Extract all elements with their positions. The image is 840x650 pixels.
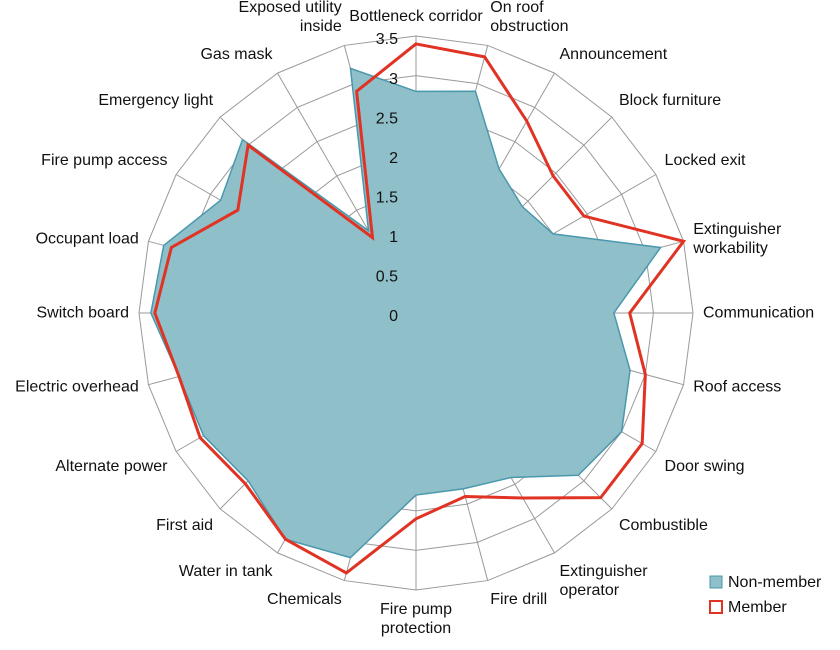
category-label: On roof obstruction <box>490 0 569 35</box>
r-tick-label: 1.5 <box>376 190 398 207</box>
r-tick-label: 0.5 <box>376 269 398 286</box>
category-label: Announcement <box>559 46 668 64</box>
category-label: Door swing <box>664 457 745 475</box>
category-label: First aid <box>156 516 214 534</box>
r-tick-label: 0 <box>389 308 398 325</box>
series-area <box>150 67 662 559</box>
category-label: Switch board <box>36 304 130 322</box>
category-label: Locked exit <box>664 151 746 169</box>
category-label: Communication <box>703 304 815 322</box>
category-label: Block furniture <box>618 92 722 110</box>
legend-label: Non-member <box>728 574 822 591</box>
series-area <box>153 42 687 575</box>
category-label: Fire pump protection <box>379 601 453 637</box>
category-label: Alternate power <box>55 457 168 475</box>
r-tick-label: 2.5 <box>376 110 398 127</box>
r-tick-label: 1 <box>389 229 398 246</box>
category-label: Extinguisher workability <box>693 220 782 257</box>
category-label: Roof access <box>693 378 782 396</box>
category-label: Extinguisher operator <box>559 562 648 599</box>
category-label: Fire drill <box>490 591 548 609</box>
category-label: Gas mask <box>200 46 273 64</box>
r-tick-label: 3 <box>389 71 398 88</box>
category-label: Combustible <box>618 516 708 534</box>
category-label: Water in tank <box>178 562 273 580</box>
legend-swatch <box>709 575 723 589</box>
category-label: Chemicals <box>267 591 342 609</box>
category-label: Exposed utility inside <box>238 0 342 35</box>
category-label: Bottleneck corridor <box>349 8 483 25</box>
r-tick-label: 3.5 <box>376 31 398 48</box>
legend-label: Member <box>728 599 787 616</box>
category-label: Occupant load <box>35 230 139 248</box>
category-label: Fire pump access <box>41 151 168 169</box>
category-label: Emergency light <box>98 92 214 110</box>
category-label: Electric overhead <box>15 378 139 396</box>
r-tick-label: 2 <box>389 150 398 167</box>
legend-swatch <box>709 600 723 614</box>
